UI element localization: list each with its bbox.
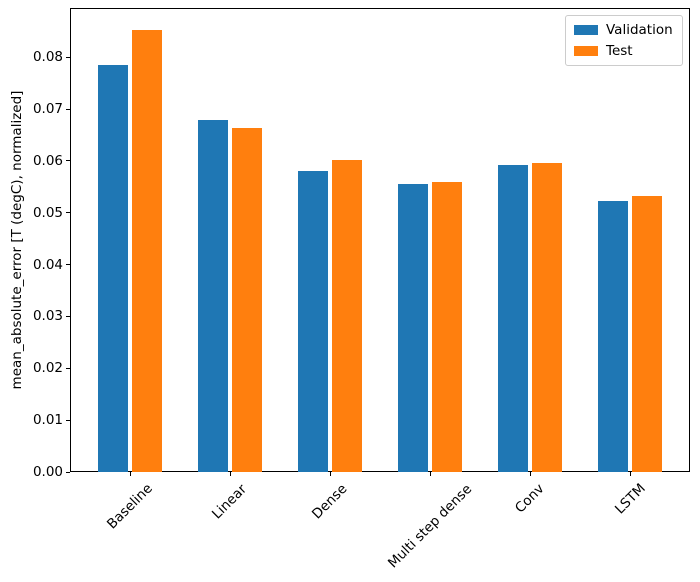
legend-swatch-validation — [574, 25, 598, 35]
bar-validation-baseline — [98, 65, 128, 472]
x-tick-mark — [429, 472, 431, 476]
bar-test-baseline — [132, 30, 162, 472]
y-tick-label: 0.02 — [32, 360, 63, 377]
y-tick-label: 0.05 — [32, 204, 63, 221]
y-tick-label: 0.06 — [32, 152, 63, 169]
bar-validation-linear — [198, 119, 228, 472]
y-axis-label: mean_absolute_error [T (degC), normalize… — [9, 90, 25, 390]
y-tick-label: 0.03 — [32, 308, 63, 325]
y-tick-mark — [66, 160, 70, 162]
y-tick-mark — [66, 212, 70, 214]
bar-test-conv — [532, 163, 562, 472]
x-tick-label-lstm: LSTM — [611, 480, 649, 518]
y-tick-label: 0.04 — [32, 256, 63, 273]
x-tick-mark — [129, 472, 131, 476]
x-tick-mark — [629, 472, 631, 476]
legend-swatch-test — [574, 46, 598, 56]
bar-validation-lstm — [598, 201, 628, 472]
plot-area — [70, 8, 690, 472]
y-tick-label: 0.07 — [32, 101, 63, 118]
bar-test-linear — [232, 128, 262, 472]
y-tick-label: 0.08 — [32, 49, 63, 66]
legend-item-test: Test — [574, 43, 673, 59]
y-tick-mark — [66, 264, 70, 266]
y-tick-mark — [66, 471, 70, 473]
bar-test-dense — [332, 159, 362, 472]
y-tick-mark — [66, 56, 70, 58]
y-tick-mark — [66, 419, 70, 421]
x-tick-mark — [329, 472, 331, 476]
legend-label-test: Test — [606, 43, 633, 59]
y-tick-label: 0.01 — [32, 412, 63, 429]
bar-test-multi-step-dense — [432, 181, 462, 472]
x-tick-label-linear: Linear — [209, 481, 251, 523]
legend-label-validation: Validation — [606, 22, 673, 38]
bar-test-lstm — [632, 196, 662, 472]
y-tick-mark — [66, 108, 70, 110]
x-tick-mark — [229, 472, 231, 476]
x-tick-label-dense: Dense — [309, 481, 351, 523]
x-tick-label-multi-step-dense: Multi step dense — [384, 481, 475, 572]
bar-validation-multi-step-dense — [398, 183, 428, 472]
y-tick-mark — [66, 315, 70, 317]
bar-validation-dense — [298, 170, 328, 472]
x-tick-mark — [529, 472, 531, 476]
y-tick-mark — [66, 367, 70, 369]
bar-validation-conv — [498, 164, 528, 472]
legend: Validation Test — [565, 15, 683, 66]
x-tick-label-conv: Conv — [512, 480, 548, 517]
y-tick-label: 0.00 — [32, 464, 63, 480]
legend-item-validation: Validation — [574, 22, 673, 38]
x-tick-label-baseline: Baseline — [104, 480, 156, 533]
